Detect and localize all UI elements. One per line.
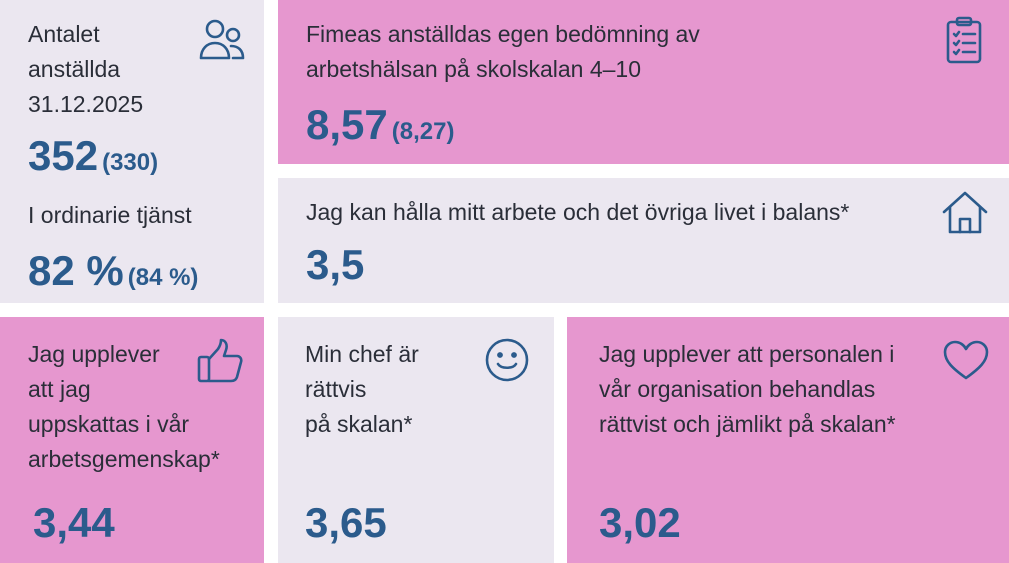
appreciated-value: 3,44	[33, 499, 115, 546]
home-icon	[941, 190, 989, 236]
permanent-prev: (84 %)	[127, 264, 199, 291]
appreciated-tile: Jag upplever att jag uppskattas i vår ar…	[0, 317, 264, 563]
permanent-value: 82 % (84 %)	[28, 247, 198, 302]
appreciated-label: Jag upplever att jag uppskattas i vår ar…	[28, 341, 220, 472]
equality-label: Jag upplever att personalen i vår organi…	[599, 341, 896, 437]
employees-value: 352 (330)	[28, 132, 158, 187]
wellbeing-prev: (8,27)	[391, 118, 455, 145]
employees-label: Antalet anställda 31.12.2025	[28, 21, 144, 117]
heart-icon	[942, 339, 990, 381]
wellbeing-label: Fimeas anställdas egen bedömning av arbe…	[306, 21, 700, 82]
permanent-label: I ordinarie tjänst	[28, 202, 192, 228]
permanent-percent: 82 %	[28, 247, 124, 294]
balance-tile: Jag kan hålla mitt arbete och det övriga…	[278, 178, 1009, 303]
clipboard-icon	[944, 16, 984, 64]
fair-manager-tile: Min chef är rättvis på skalan* 3,65	[278, 317, 554, 563]
employees-tile: Antalet anställda 31.12.2025 352 (330) I …	[0, 0, 264, 303]
wellbeing-score: 8,57	[306, 101, 388, 148]
thumbs-up-icon	[196, 337, 246, 385]
wellbeing-tile: Fimeas anställdas egen bedömning av arbe…	[278, 0, 1009, 164]
employees-prev: (330)	[102, 149, 159, 176]
fair-manager-label: Min chef är rättvis på skalan*	[305, 341, 419, 437]
employees-count: 352	[28, 132, 99, 179]
fair-manager-value: 3,65	[305, 499, 387, 546]
balance-value: 3,5	[306, 241, 365, 288]
equality-value: 3,02	[599, 499, 681, 546]
smiley-icon	[484, 337, 530, 383]
balance-label: Jag kan hålla mitt arbete och det övriga…	[306, 199, 850, 225]
people-icon	[198, 18, 246, 62]
wellbeing-value: 8,57 (8,27)	[306, 101, 454, 156]
equality-tile: Jag upplever att personalen i vår organi…	[567, 317, 1009, 563]
